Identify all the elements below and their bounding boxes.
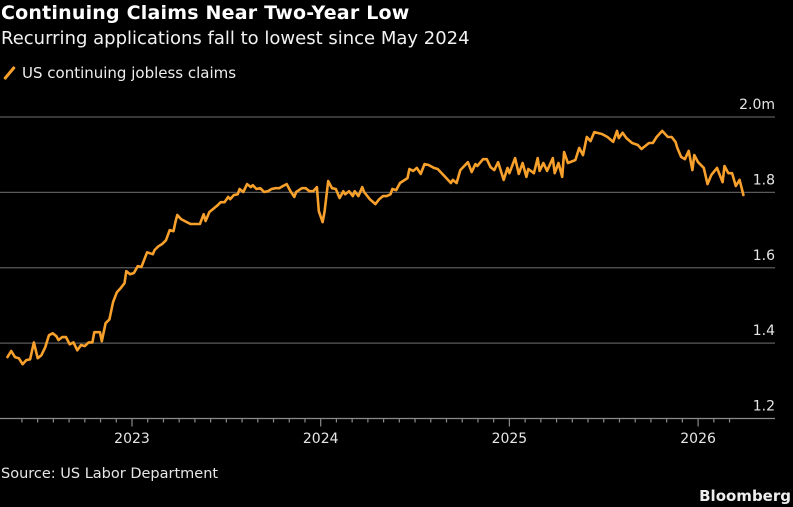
bloomberg-logo: Bloomberg: [699, 487, 791, 505]
x-tick-label: 2026: [680, 431, 716, 447]
legend-label: US continuing jobless claims: [22, 64, 237, 82]
y-tick-label: 2.0m: [739, 97, 775, 113]
y-tick-label: 1.2: [753, 399, 775, 415]
chart-title: Continuing Claims Near Two-Year Low: [1, 2, 410, 24]
x-tick-label: 2024: [303, 431, 339, 447]
legend: US continuing jobless claims: [2, 64, 236, 82]
y-tick-label: 1.4: [753, 323, 775, 339]
source-note: Source: US Labor Department: [1, 466, 219, 482]
chart-subtitle: Recurring applications fall to lowest si…: [1, 28, 470, 49]
x-tick-label: 2023: [114, 431, 150, 447]
series-line: [6, 129, 745, 366]
y-tick-label: 1.6: [753, 248, 775, 264]
x-tick-label: 2025: [492, 431, 528, 447]
y-tick-label: 1.8: [753, 172, 775, 188]
